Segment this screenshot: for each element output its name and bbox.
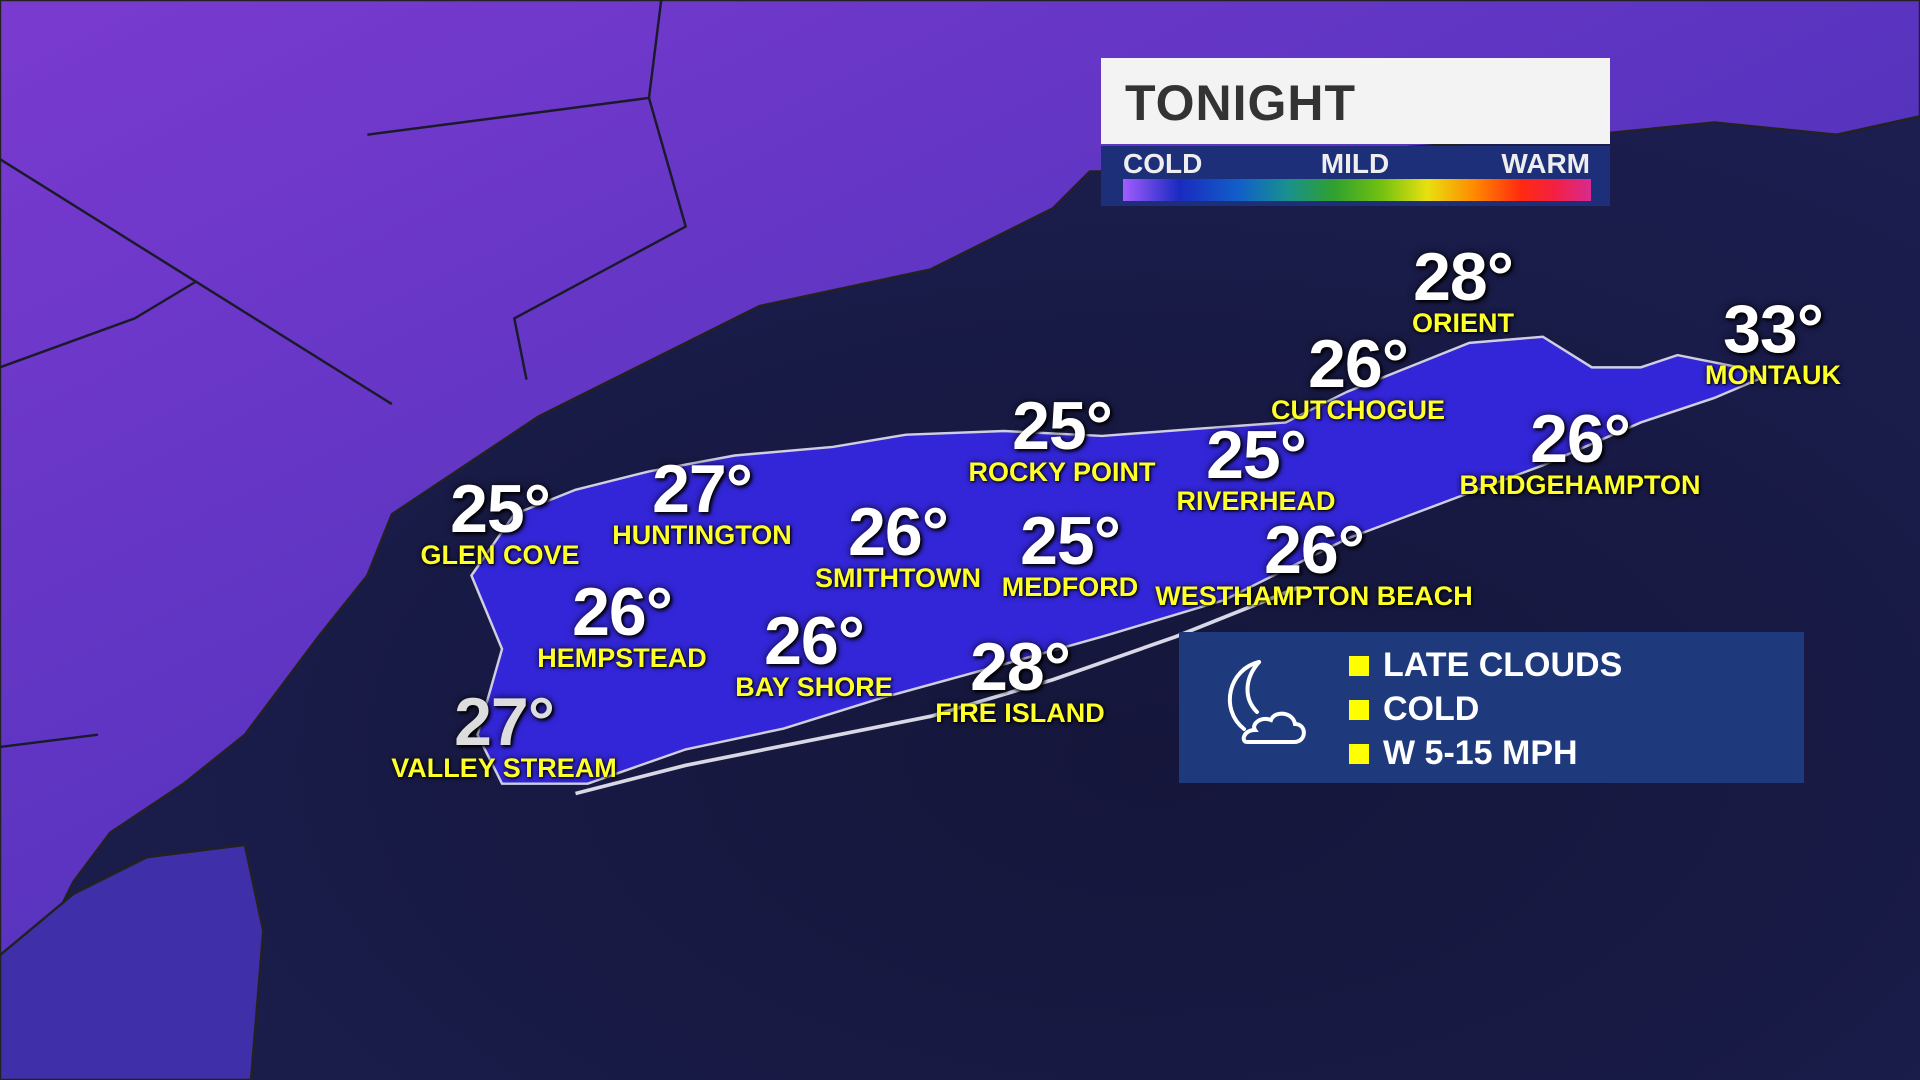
bullet-square-icon — [1349, 655, 1369, 676]
scale-mid-label: MILD — [1320, 148, 1390, 179]
moon-cloud-icon — [1227, 660, 1306, 744]
city-hempstead: 26° HEMPSTEAD — [537, 574, 707, 673]
temperature-scale: COLD MILD WARM — [1101, 146, 1610, 206]
city-temp: 26° — [764, 603, 865, 679]
city-temp: 25° — [1012, 388, 1113, 464]
long-island — [470, 335, 1767, 785]
city-temp: 33° — [1723, 291, 1824, 367]
city-rocky-point: 25° ROCKY POINT — [968, 388, 1156, 487]
city-name: BAY SHORE — [735, 672, 893, 702]
city-temp: 28° — [970, 629, 1071, 705]
city-name: MEDFORD — [1001, 572, 1139, 602]
city-name: HEMPSTEAD — [537, 643, 707, 673]
city-temp: 26° — [848, 494, 949, 570]
city-temp: 26° — [1308, 326, 1409, 402]
city-huntington: 27° HUNTINGTON — [612, 451, 792, 550]
title-panel: TONIGHT — [1101, 58, 1610, 144]
forecast-text: LATE CLOUDS — [1383, 646, 1623, 684]
city-name: CUTCHOGUE — [1271, 395, 1445, 425]
city-name: BRIDGEHAMPTON — [1459, 470, 1701, 500]
new-jersey — [0, 843, 265, 1080]
state-borders — [0, 0, 688, 749]
city-medford: 25° MEDFORD — [1001, 503, 1139, 602]
forecast-item: LATE CLOUDS — [1349, 646, 1622, 685]
city-name: ROCKY POINT — [968, 457, 1156, 487]
scale-high-label: WARM — [1501, 148, 1590, 179]
city-name: RIVERHEAD — [1176, 486, 1336, 516]
city-name: VALLEY STREAM — [391, 753, 617, 783]
forecast-text: COLD — [1383, 690, 1480, 728]
bullet-square-icon — [1349, 699, 1369, 720]
city-temp: 26° — [1264, 512, 1365, 588]
bullet-square-icon — [1349, 743, 1369, 764]
city-temp: 25° — [1206, 417, 1307, 493]
forecast-text: W 5-15 MPH — [1383, 734, 1578, 772]
city-valley-stream: 27° VALLEY STREAM — [391, 684, 617, 783]
city-temp: 28° — [1413, 239, 1514, 315]
city-montauk: 33° MONTAUK — [1705, 291, 1841, 390]
city-bay-shore: 26° BAY SHORE — [735, 603, 893, 702]
barrier-island — [575, 586, 1299, 796]
city-name: SMITHTOWN — [815, 563, 981, 593]
city-cutchogue: 26° CUTCHOGUE — [1271, 326, 1445, 425]
city-temp: 25° — [1020, 503, 1121, 579]
city-temp: 26° — [1530, 401, 1631, 477]
forecast-item: W 5-15 MPH — [1349, 734, 1578, 773]
color-scale-bar — [1123, 179, 1591, 201]
city-temp: 27° — [652, 451, 753, 527]
city-name: GLEN COVE — [420, 540, 580, 570]
city-temp: 27° — [454, 684, 555, 760]
city-smithtown: 26° SMITHTOWN — [815, 494, 981, 593]
city-name: MONTAUK — [1705, 360, 1841, 390]
city-name: WESTHAMPTON BEACH — [1155, 581, 1473, 611]
city-temp: 26° — [572, 574, 673, 650]
mainland — [0, 0, 1920, 957]
scale-low-label: COLD — [1123, 148, 1203, 179]
city-riverhead: 25° RIVERHEAD — [1176, 417, 1336, 516]
city-name: ORIENT — [1411, 308, 1515, 338]
city-temp: 25° — [450, 471, 551, 547]
city-name: HUNTINGTON — [612, 520, 792, 550]
city-westhampton-beach: 26° WESTHAMPTON BEACH — [1155, 512, 1473, 611]
forecast-item: COLD — [1349, 690, 1479, 729]
city-fire-island: 28° FIRE ISLAND — [935, 629, 1105, 728]
city-glen-cove: 25° GLEN COVE — [420, 471, 580, 570]
city-bridgehampton: 26° BRIDGEHAMPTON — [1459, 401, 1701, 500]
city-orient: 28° ORIENT — [1411, 239, 1515, 338]
forecast-box: LATE CLOUDS COLD W 5-15 MPH — [1179, 632, 1804, 783]
page-title: TONIGHT — [1125, 75, 1357, 131]
city-name: FIRE ISLAND — [935, 698, 1105, 728]
